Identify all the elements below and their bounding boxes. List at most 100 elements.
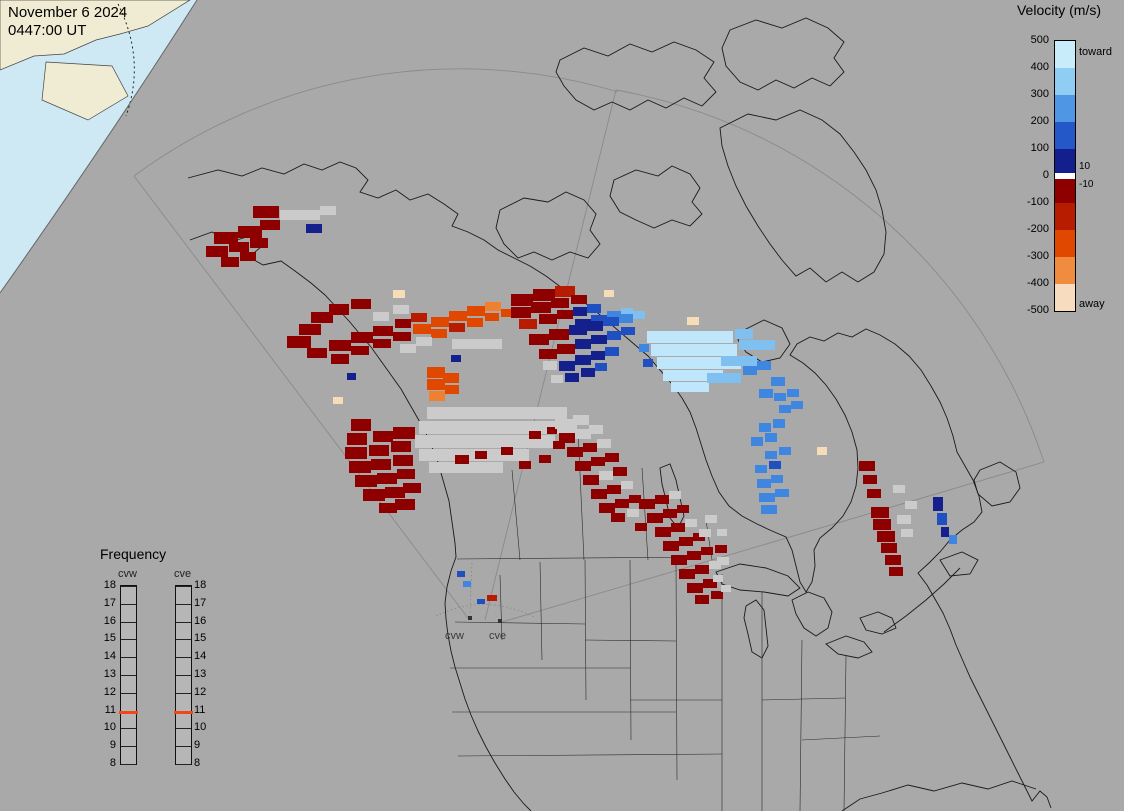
velocity-cell xyxy=(214,232,238,244)
velocity-cell xyxy=(329,340,351,351)
velocity-color-bar xyxy=(1054,40,1076,312)
velocity-cell xyxy=(400,344,416,353)
velocity-cell xyxy=(771,475,783,483)
velocity-cell xyxy=(739,340,775,350)
velocity-cell xyxy=(329,304,349,315)
coast-gulf xyxy=(841,780,1037,811)
velocity-cell xyxy=(671,523,685,532)
velocity-cell xyxy=(621,481,633,489)
frequency-tick-label: 8 xyxy=(194,757,201,769)
velocity-cell xyxy=(757,361,771,370)
velocity-cell xyxy=(565,373,579,382)
frequency-bar-tick-line xyxy=(121,586,136,587)
frequency-tick-label: 11 xyxy=(194,703,206,716)
velocity-cell xyxy=(331,354,349,364)
velocity-tick-label: 400 xyxy=(1030,61,1049,73)
radar-site-cve xyxy=(498,619,502,623)
velocity-cell xyxy=(351,419,371,431)
velocity-cell xyxy=(663,541,679,551)
velocity-cell xyxy=(657,357,741,369)
velocity-cell xyxy=(769,461,781,469)
velocity-bar-segment xyxy=(1055,68,1075,95)
velocity-cell xyxy=(717,529,727,536)
velocity-cell xyxy=(413,324,431,334)
velocity-cell xyxy=(765,451,777,459)
velocity-cell xyxy=(863,475,877,484)
lake-huron xyxy=(791,591,833,637)
velocity-cell xyxy=(633,311,645,319)
border-us-canada xyxy=(456,556,701,560)
frequency-bar-tick-line xyxy=(121,746,136,748)
velocity-cell xyxy=(607,331,621,340)
velocity-cell xyxy=(280,210,320,220)
island-newfoundland xyxy=(973,461,1021,507)
velocity-cell xyxy=(743,366,757,375)
velocity-cell xyxy=(613,467,627,476)
velocity-cell xyxy=(575,461,591,471)
velocity-bar-segment xyxy=(1055,230,1075,257)
velocity-cell xyxy=(901,529,913,537)
velocity-cell xyxy=(238,226,262,238)
velocity-cell xyxy=(429,391,445,401)
fov-edge-cvw-left xyxy=(133,175,469,619)
timestamp-time: 0447:00 UT xyxy=(8,22,87,39)
velocity-away-label: away xyxy=(1079,298,1105,310)
velocity-cell xyxy=(615,499,629,508)
velocity-cell xyxy=(467,306,485,316)
velocity-cell xyxy=(889,567,903,576)
velocity-cell xyxy=(557,310,573,319)
velocity-cell xyxy=(655,527,671,537)
velocity-cell xyxy=(393,332,411,341)
velocity-cell xyxy=(555,286,575,297)
velocity-cell xyxy=(647,513,663,523)
frequency-tick-label: 8 xyxy=(109,757,116,769)
lake-erie xyxy=(825,635,873,659)
velocity-cell xyxy=(687,317,699,325)
border-state-v1 xyxy=(499,574,503,641)
velocity-cell xyxy=(759,423,771,432)
velocity-bar-segment xyxy=(1055,203,1075,230)
frequency-column-label: cvw xyxy=(118,568,137,580)
velocity-cell xyxy=(715,545,727,553)
velocity-cell xyxy=(639,344,649,352)
frequency-tick-label: 14 xyxy=(103,650,116,663)
frequency-bar-tick-line xyxy=(176,692,191,694)
velocity-cell xyxy=(867,489,881,498)
velocity-cell xyxy=(393,455,413,466)
velocity-cell xyxy=(595,363,607,371)
velocity-cell xyxy=(893,485,905,493)
velocity-cell xyxy=(539,455,551,463)
velocity-cell xyxy=(685,519,697,527)
fov-edge-cve-right xyxy=(501,461,1045,623)
velocity-cell xyxy=(663,370,723,381)
velocity-cell xyxy=(427,379,445,390)
velocity-cell xyxy=(250,238,268,248)
velocity-cell xyxy=(559,361,575,371)
velocity-cell xyxy=(779,405,791,413)
velocity-tick-label: 200 xyxy=(1030,115,1049,127)
velocity-cell xyxy=(443,373,459,383)
velocity-tick-label: 0 xyxy=(1042,169,1049,181)
velocity-cell xyxy=(604,290,614,297)
frequency-tick-label: 16 xyxy=(103,614,116,627)
frequency-bar-tick-line xyxy=(176,764,191,765)
velocity-cell xyxy=(687,583,703,593)
frequency-bar-tick-line xyxy=(176,710,191,712)
velocity-cell xyxy=(393,290,405,298)
velocity-cell xyxy=(555,419,573,429)
velocity-tick-label: 500 xyxy=(1030,34,1049,46)
velocity-cell xyxy=(759,493,775,502)
velocity-cell xyxy=(539,314,557,324)
velocity-cell xyxy=(373,431,393,442)
velocity-cell xyxy=(705,515,717,523)
velocity-cell xyxy=(677,505,689,513)
frequency-tick-label: 9 xyxy=(194,739,201,752)
frequency-tick-label: 12 xyxy=(194,685,207,698)
velocity-cell xyxy=(397,469,415,479)
velocity-cell xyxy=(603,317,619,326)
velocity-cell xyxy=(605,347,619,356)
velocity-tick-label: -400 xyxy=(1026,277,1049,289)
velocity-cell xyxy=(385,487,405,498)
velocity-cell xyxy=(393,305,409,314)
island-arctic-top-west xyxy=(555,41,717,111)
